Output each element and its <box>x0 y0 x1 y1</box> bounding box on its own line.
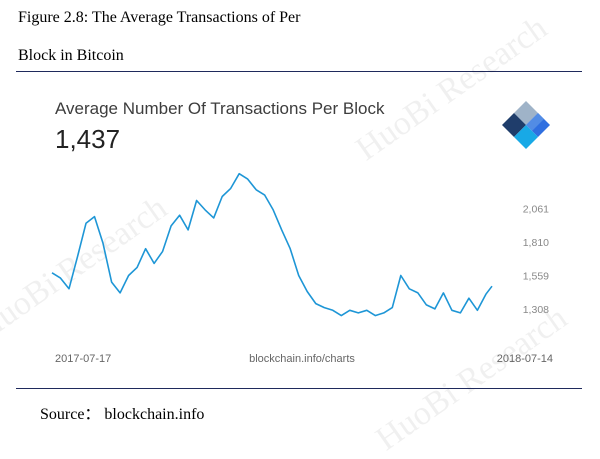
y-tick-label: 1,810 <box>523 237 549 249</box>
blockchain-logo-icon <box>502 101 550 149</box>
x-start-label: 2017-07-17 <box>55 353 111 365</box>
chart-title: Average Number Of Transactions Per Block <box>55 99 385 118</box>
bottom-rule <box>16 388 582 389</box>
top-rule <box>16 71 582 72</box>
chart-headline-value: 1,437 <box>55 124 121 154</box>
x-end-label: 2018-07-14 <box>497 353 553 365</box>
chart-source-label: blockchain.info/charts <box>249 353 355 365</box>
y-tick-label: 1,559 <box>523 271 549 283</box>
figure-title-line1: Figure 2.8: The Average Transactions of … <box>18 9 301 26</box>
source-caption: Source： blockchain.info <box>40 406 205 423</box>
figure-title-line2: Block in Bitcoin <box>18 47 124 64</box>
chart-card: 2,061 1,810 1,559 1,308 2017-07-17 blockchain… <box>36 84 564 372</box>
series-line <box>51 172 493 317</box>
y-tick-label: 2,061 <box>523 203 549 215</box>
line-chart: 2,061 1,810 1,559 1,308 2017-07-17 blockchain… <box>51 172 553 365</box>
y-tick-label: 1,308 <box>523 304 549 316</box>
